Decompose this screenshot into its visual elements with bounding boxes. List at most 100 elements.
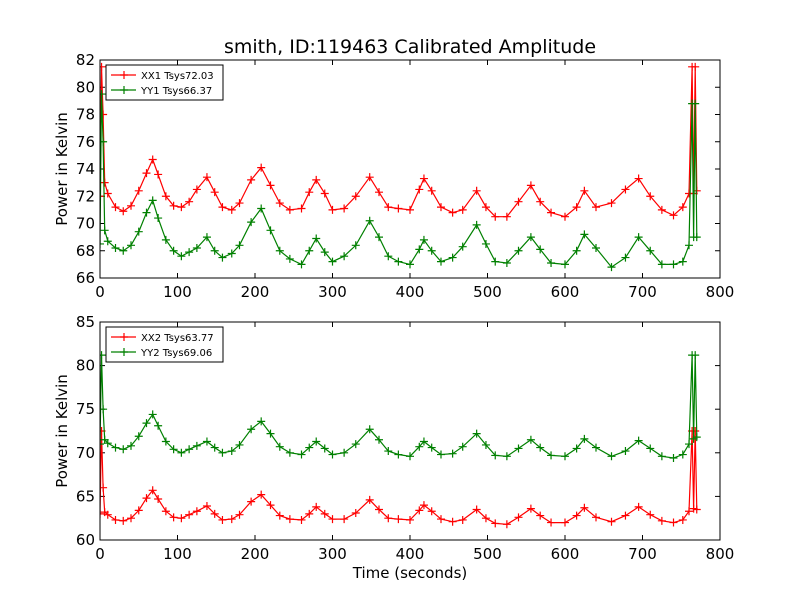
data-point	[148, 486, 157, 495]
data-point	[427, 507, 436, 516]
data-point	[634, 502, 643, 511]
y-tick-label: 82	[76, 51, 95, 69]
data-point	[305, 188, 314, 197]
data-point	[111, 443, 120, 452]
data-point	[561, 212, 569, 221]
data-point	[572, 511, 581, 520]
data-point	[275, 511, 284, 520]
data-point	[580, 186, 589, 195]
data-point	[375, 505, 383, 514]
data-point	[375, 435, 383, 444]
data-point	[472, 505, 481, 514]
series-line-2	[100, 355, 698, 459]
data-point	[526, 233, 535, 242]
data-point	[148, 410, 157, 419]
data-point	[502, 259, 511, 268]
data-point	[592, 203, 600, 212]
legend-marker	[120, 348, 128, 356]
data-point	[100, 90, 106, 99]
data-point	[177, 448, 186, 457]
data-point	[103, 237, 112, 246]
top-plot: 0 100 200 300 400 500 600 700 800 66 68 70 72 74 76 78 8…	[53, 51, 734, 301]
data-point	[328, 257, 337, 266]
data-point	[134, 506, 143, 515]
data-point	[161, 192, 170, 201]
data-point	[657, 452, 666, 461]
data-point	[685, 241, 693, 250]
data-point	[134, 432, 143, 441]
data-point	[161, 437, 170, 446]
data-point	[210, 509, 219, 518]
data-point	[415, 245, 424, 254]
data-point	[547, 208, 556, 217]
data-point	[448, 449, 457, 458]
data-point	[415, 185, 424, 194]
data-point	[351, 440, 360, 449]
data-point	[127, 514, 135, 523]
data-point	[669, 518, 678, 527]
data-point	[257, 204, 266, 213]
y-tick-label: 76	[76, 133, 95, 151]
y-tick-label: 75	[76, 400, 95, 418]
data-point	[502, 212, 511, 221]
data-point	[448, 208, 457, 217]
data-point	[561, 518, 569, 527]
data-point	[100, 239, 104, 248]
data-point	[312, 502, 321, 511]
x-tick-label: 0	[95, 545, 105, 563]
data-point	[678, 257, 687, 266]
data-point	[607, 452, 616, 461]
data-point	[646, 444, 655, 453]
legend-box	[105, 326, 224, 363]
data-point	[547, 259, 556, 268]
data-point	[502, 452, 511, 461]
data-point	[365, 425, 374, 434]
data-point	[218, 203, 227, 212]
data-point	[365, 216, 374, 225]
data-point	[580, 434, 589, 443]
data-point	[247, 425, 256, 434]
data-point	[185, 197, 194, 206]
data-point	[678, 515, 687, 524]
data-point	[111, 203, 120, 212]
plot-frame	[99, 321, 721, 541]
legend-label: XX2 Tsys63.77	[141, 333, 214, 344]
data-point	[458, 515, 467, 524]
data-point	[100, 226, 109, 235]
data-point	[320, 189, 329, 198]
data-point	[340, 448, 349, 457]
data-point	[526, 181, 535, 190]
data-point	[127, 241, 135, 250]
plot-area	[100, 351, 701, 529]
data-point	[678, 203, 687, 212]
data-point	[657, 516, 666, 525]
data-point	[415, 506, 424, 515]
data-point	[472, 220, 481, 229]
data-point	[394, 257, 403, 266]
y-axis-label: Power in Kelvin	[53, 112, 71, 226]
data-point	[142, 419, 151, 428]
data-point	[692, 505, 701, 514]
x-tick-label: 200	[241, 283, 270, 301]
data-point	[458, 442, 467, 451]
data-point	[192, 185, 201, 194]
data-point	[177, 252, 186, 261]
data-point	[458, 205, 467, 214]
data-point	[514, 513, 523, 522]
data-point	[177, 203, 186, 212]
data-point	[247, 218, 256, 227]
data-point	[340, 204, 349, 213]
data-point	[218, 253, 227, 262]
data-point	[305, 443, 314, 452]
data-point	[514, 246, 523, 255]
data-point	[580, 503, 589, 512]
data-point	[142, 208, 151, 217]
legend-marker	[120, 86, 128, 94]
data-point	[536, 245, 545, 254]
data-point	[154, 214, 163, 223]
x-tick-label: 700	[628, 283, 657, 301]
data-point	[177, 514, 186, 523]
data-point	[275, 199, 284, 208]
data-point	[502, 520, 511, 529]
x-tick-label: 300	[318, 283, 347, 301]
